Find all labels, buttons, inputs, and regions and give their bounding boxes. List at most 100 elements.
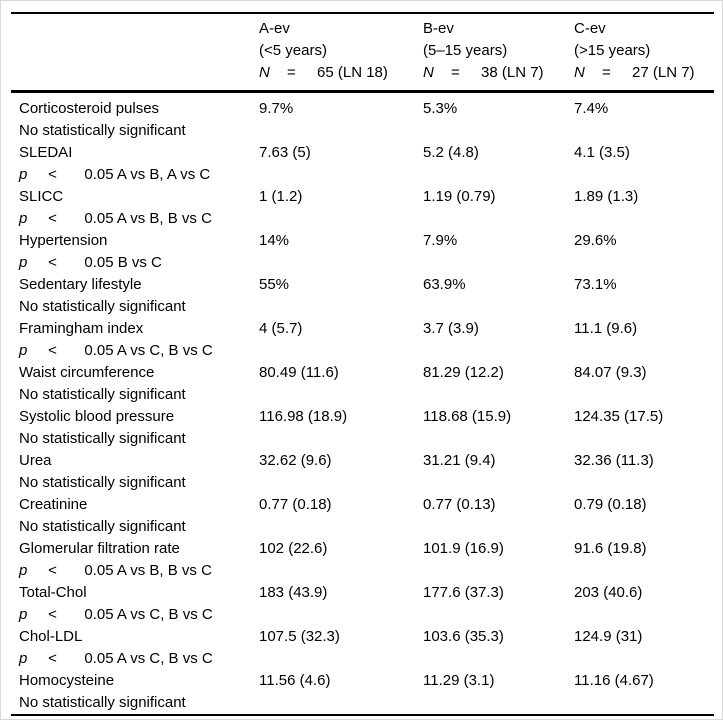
value-cell: 11.56 (4.6) (259, 672, 331, 689)
n-value: 65 (LN 18) (317, 64, 388, 81)
table-row: Creatinine No statistically significant … (11, 494, 714, 538)
p-symbol: p (19, 606, 28, 623)
header-row: A-ev (<5 years) N = 65 (LN 18) B-ev (5–15 … (11, 13, 714, 93)
row-label: Total-Chol (19, 584, 87, 601)
note-text: 0.05 A vs B, B vs C (84, 562, 212, 579)
table-row: Homocysteine No statistically significan… (11, 670, 714, 715)
row-significance-note: p < 0.05 A vs C, B vs C (19, 604, 259, 626)
n-symbol: N (423, 64, 434, 81)
value-cell: 124.35 (17.5) (574, 408, 664, 425)
note-text: 0.05 A vs C, B vs C (84, 650, 213, 667)
p-symbol: p (19, 342, 28, 359)
row-significance-note: p < 0.05 A vs B, B vs C (19, 208, 259, 230)
p-symbol: p (19, 650, 28, 667)
value-cell: 91.6 (19.8) (574, 540, 647, 557)
value-cell: 4 (5.7) (259, 320, 303, 337)
table-row: Systolic blood pressure No statistically… (11, 406, 714, 450)
value-cell: 32.62 (9.6) (259, 452, 332, 469)
less-than-symbol: < (48, 166, 57, 183)
table-row: Framingham index p < 0.05 A vs C, B vs C… (11, 318, 714, 362)
note-text: 0.05 B vs C (84, 254, 162, 271)
value-cell: 80.49 (11.6) (259, 364, 339, 381)
n-value: 27 (LN 7) (632, 64, 695, 81)
table-row: Sedentary lifestyle No statistically sig… (11, 274, 714, 318)
note-text: No statistically significant (19, 474, 186, 491)
table-row: Chol-LDL p < 0.05 A vs C, B vs C 107.5 (… (11, 626, 714, 670)
p-symbol: p (19, 562, 28, 579)
value-cell: 5.3% (423, 100, 458, 117)
row-label: Glomerular filtration rate (19, 540, 180, 557)
row-significance-note: No statistically significant (19, 120, 259, 142)
value-cell: 103.6 (35.3) (423, 628, 504, 645)
row-label: SLICC (19, 188, 64, 205)
value-cell: 84.07 (9.3) (574, 364, 647, 381)
value-cell: 183 (43.9) (259, 584, 328, 601)
p-symbol: p (19, 166, 28, 183)
value-cell: 14% (259, 232, 290, 249)
row-significance-note: No statistically significant (19, 296, 259, 318)
value-cell: 0.79 (0.18) (574, 496, 647, 513)
value-cell: 4.1 (3.5) (574, 144, 630, 161)
value-cell: 7.9% (423, 232, 458, 249)
column-header-c: C-ev (>15 years) N = 27 (LN 7) (574, 13, 714, 93)
row-label: Urea (19, 452, 52, 469)
p-symbol: p (19, 210, 28, 227)
table-body: Corticosteroid pulses No statistically s… (11, 92, 714, 716)
value-cell: 177.6 (37.3) (423, 584, 504, 601)
value-cell: 124.9 (31) (574, 628, 643, 645)
table-row: Glomerular filtration rate p < 0.05 A vs… (11, 538, 714, 582)
row-significance-note: p < 0.05 B vs C (19, 252, 259, 274)
row-label: Hypertension (19, 232, 108, 249)
value-cell: 31.21 (9.4) (423, 452, 496, 469)
value-cell: 1 (1.2) (259, 188, 303, 205)
row-label: Chol-LDL (19, 628, 83, 645)
comparison-table-wrap: A-ev (<5 years) N = 65 (LN 18) B-ev (5–15 … (11, 12, 714, 716)
value-cell: 32.36 (11.3) (574, 452, 654, 469)
table-row: Urea No statistically significant 32.62 … (11, 450, 714, 494)
less-than-symbol: < (48, 210, 57, 227)
table-row: Hypertension p < 0.05 B vs C 14% 7.9% 29… (11, 230, 714, 274)
less-than-symbol: < (48, 650, 57, 667)
row-significance-note: No statistically significant (19, 428, 259, 450)
note-text: 0.05 A vs C, B vs C (84, 606, 213, 623)
value-cell: 107.5 (32.3) (259, 628, 340, 645)
value-cell: 118.68 (15.9) (423, 408, 512, 425)
column-n-line: N = 27 (LN 7) (574, 62, 714, 84)
value-cell: 116.98 (18.9) (259, 408, 348, 425)
row-label: Creatinine (19, 496, 88, 513)
row-label: Homocysteine (19, 672, 115, 689)
column-range-label: (>15 years) (574, 42, 651, 59)
n-symbol: N (259, 64, 270, 81)
value-cell: 1.19 (0.79) (423, 188, 496, 205)
value-cell: 0.77 (0.18) (259, 496, 332, 513)
row-label: Waist circumference (19, 364, 155, 381)
row-significance-note: No statistically significant (19, 692, 259, 714)
column-range-label: (<5 years) (259, 42, 327, 59)
equals-symbol: = (602, 64, 611, 81)
note-text: No statistically significant (19, 518, 186, 535)
value-cell: 0.77 (0.13) (423, 496, 496, 513)
value-cell: 11.1 (9.6) (574, 320, 638, 337)
row-significance-note: p < 0.05 A vs B, B vs C (19, 560, 259, 582)
table-row: Total-Chol p < 0.05 A vs C, B vs C 183 (… (11, 582, 714, 626)
row-label: Corticosteroid pulses (19, 100, 160, 117)
column-range-label: (5–15 years) (423, 42, 508, 59)
p-symbol: p (19, 254, 28, 271)
row-label: Framingham index (19, 320, 144, 337)
row-label: Systolic blood pressure (19, 408, 175, 425)
table-row: Waist circumference No statistically sig… (11, 362, 714, 406)
value-cell: 29.6% (574, 232, 617, 249)
value-cell: 7.4% (574, 100, 609, 117)
value-cell: 5.2 (4.8) (423, 144, 479, 161)
column-group-label: B-ev (423, 20, 454, 37)
value-cell: 102 (22.6) (259, 540, 328, 557)
row-significance-note: No statistically significant (19, 472, 259, 494)
column-header-a: A-ev (<5 years) N = 65 (LN 18) (259, 13, 423, 93)
column-group-label: A-ev (259, 20, 290, 37)
n-symbol: N (574, 64, 585, 81)
equals-symbol: = (287, 64, 296, 81)
note-text: No statistically significant (19, 386, 186, 403)
note-text: 0.05 A vs C, B vs C (84, 342, 213, 359)
note-text: 0.05 A vs B, B vs C (84, 210, 212, 227)
